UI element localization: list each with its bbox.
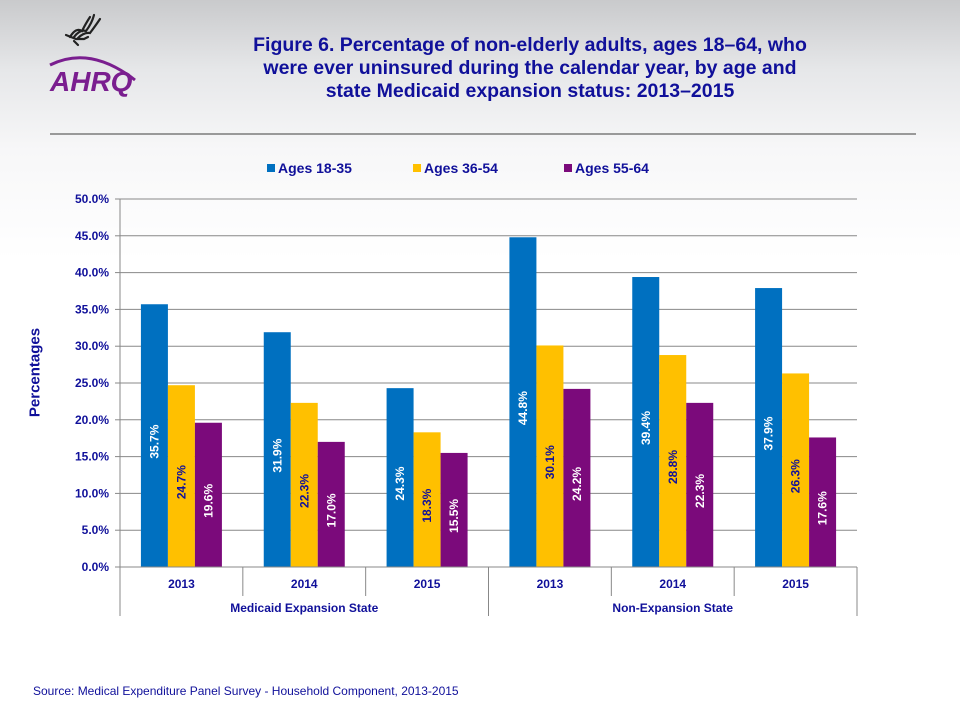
y-tick-label: 50.0% — [75, 192, 109, 206]
bar — [386, 388, 414, 567]
title-line-1: Figure 6. Percentage of non-elderly adul… — [253, 34, 807, 56]
legend: Ages 18-35 Ages 36-54 Ages 55-64 — [0, 160, 960, 180]
y-tick-label: 0.0% — [82, 560, 110, 574]
y-tick-label: 45.0% — [75, 229, 109, 243]
x-tick-label: 2013 — [168, 577, 195, 591]
y-tick-label: 5.0% — [82, 523, 110, 537]
chart-title: Figure 6. Percentage of non-elderly adul… — [220, 34, 840, 103]
x-tick-label: 2015 — [782, 577, 809, 591]
ahrq-logo: AHRQ — [49, 13, 136, 97]
bar — [782, 373, 810, 567]
data-label: 17.0% — [324, 493, 338, 527]
data-label: 19.6% — [201, 484, 215, 518]
data-label: 24.7% — [174, 465, 188, 499]
y-tick-label: 30.0% — [75, 339, 109, 353]
data-label: 24.3% — [393, 466, 407, 500]
bar — [536, 345, 564, 567]
header-divider — [50, 133, 916, 135]
x-tick-label: 2014 — [291, 577, 318, 591]
bar — [290, 402, 318, 567]
logo-arc — [49, 56, 136, 82]
x-group-label: Medicaid Expansion State — [230, 601, 378, 615]
bar — [659, 355, 687, 567]
bar — [263, 332, 291, 567]
legend-swatch — [267, 164, 275, 172]
bar — [194, 422, 222, 567]
data-label: 22.3% — [297, 474, 311, 508]
data-label: 28.8% — [666, 450, 680, 484]
bar — [317, 441, 345, 567]
data-label: 15.5% — [447, 499, 461, 533]
legend-item-ages-55-64: Ages 55-64 — [564, 160, 649, 176]
x-tick-label: 2014 — [659, 577, 686, 591]
y-tick-label: 35.0% — [75, 302, 109, 316]
bar — [140, 304, 168, 567]
x-tick-label: 2015 — [414, 577, 441, 591]
legend-label: Ages 18-35 — [278, 160, 352, 176]
data-label: 35.7% — [147, 424, 161, 458]
data-label: 37.9% — [762, 416, 776, 450]
legend-label: Ages 55-64 — [575, 160, 649, 176]
data-label: 26.3% — [789, 459, 803, 493]
y-tick-label: 20.0% — [75, 413, 109, 427]
legend-label: Ages 36-54 — [424, 160, 498, 176]
legend-item-ages-18-35: Ages 18-35 — [267, 160, 352, 176]
logo-text: AHRQ — [49, 66, 133, 97]
bar — [563, 388, 591, 567]
bar — [686, 402, 714, 567]
legend-swatch — [564, 164, 572, 172]
data-label: 30.1% — [543, 445, 557, 479]
data-label: 44.8% — [516, 391, 530, 425]
bar — [809, 437, 837, 567]
legend-swatch — [413, 164, 421, 172]
title-line-3: state Medicaid expansion status: 2013–20… — [325, 80, 735, 102]
y-tick-label: 10.0% — [75, 486, 109, 500]
legend-item-ages-36-54: Ages 36-54 — [413, 160, 498, 176]
hhs-eagle-icon — [64, 13, 102, 47]
y-tick-label: 15.0% — [75, 450, 109, 464]
bar — [755, 288, 783, 567]
data-label: 18.3% — [420, 488, 434, 522]
y-tick-label: 25.0% — [75, 376, 109, 390]
bar — [509, 237, 537, 567]
y-tick-label: 40.0% — [75, 266, 109, 280]
title-line-2: were ever uninsured during the calendar … — [263, 57, 797, 79]
data-label: 31.9% — [270, 438, 284, 472]
data-label: 39.4% — [639, 411, 653, 445]
bar — [632, 277, 660, 567]
data-label: 22.3% — [693, 474, 707, 508]
x-tick-label: 2013 — [537, 577, 564, 591]
x-group-label: Non-Expansion State — [612, 601, 733, 615]
bar — [413, 432, 441, 567]
bar — [440, 452, 468, 567]
source-note: Source: Medical Expenditure Panel Survey… — [33, 684, 459, 698]
bar — [167, 385, 195, 567]
data-label: 17.6% — [816, 491, 830, 525]
data-label: 24.2% — [570, 467, 584, 501]
